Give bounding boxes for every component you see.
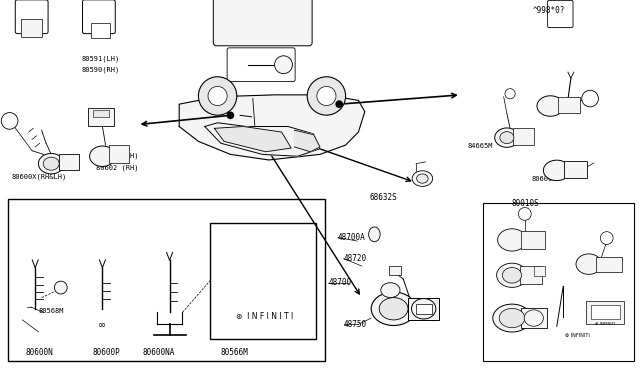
Ellipse shape (495, 128, 519, 147)
Circle shape (518, 208, 531, 220)
Bar (389, 266, 401, 275)
Bar (93, 110, 109, 117)
Bar (88, 108, 114, 126)
Ellipse shape (417, 174, 428, 183)
Bar (558, 97, 580, 113)
Ellipse shape (499, 308, 525, 328)
Text: ^998*0?: ^998*0? (532, 6, 565, 15)
Ellipse shape (498, 229, 526, 251)
Bar (586, 301, 624, 324)
FancyBboxPatch shape (227, 48, 295, 81)
Text: 68632S: 68632S (369, 193, 397, 202)
Text: 48750: 48750 (344, 320, 367, 329)
Ellipse shape (412, 171, 433, 186)
Text: 80602 (RH): 80602 (RH) (96, 165, 138, 171)
Ellipse shape (90, 146, 115, 167)
Text: 84460: 84460 (548, 108, 570, 114)
Text: 80603 (LH): 80603 (LH) (96, 152, 138, 159)
Ellipse shape (369, 227, 380, 242)
Circle shape (54, 281, 67, 294)
Circle shape (307, 77, 346, 115)
Bar (210, 223, 316, 339)
Bar (21, 19, 42, 37)
Bar (534, 266, 545, 276)
Ellipse shape (371, 292, 416, 326)
Ellipse shape (381, 283, 400, 298)
Bar (520, 266, 542, 284)
Text: 80600NA: 80600NA (142, 348, 175, 357)
Text: 80591(LH): 80591(LH) (82, 55, 120, 62)
Ellipse shape (543, 160, 570, 180)
FancyBboxPatch shape (213, 0, 312, 46)
Bar (109, 145, 129, 163)
Ellipse shape (500, 132, 514, 144)
Circle shape (198, 77, 237, 115)
Bar (596, 257, 622, 272)
FancyBboxPatch shape (548, 0, 573, 28)
Text: ⊛ INFINITI: ⊛ INFINITI (565, 333, 589, 338)
Circle shape (582, 90, 598, 107)
Ellipse shape (524, 310, 543, 326)
Text: 80600P: 80600P (93, 348, 120, 357)
Text: 80600N: 80600N (26, 348, 53, 357)
Bar (8, 199, 325, 361)
Circle shape (227, 112, 234, 119)
Ellipse shape (412, 299, 436, 319)
FancyBboxPatch shape (15, 0, 48, 33)
Bar (483, 203, 634, 361)
Text: 80010S: 80010S (512, 199, 540, 208)
Circle shape (600, 232, 613, 244)
Ellipse shape (576, 254, 602, 275)
Circle shape (208, 86, 227, 106)
Circle shape (275, 56, 292, 74)
Text: ∞: ∞ (99, 321, 106, 330)
Circle shape (1, 113, 18, 129)
Bar (416, 304, 432, 314)
Bar (564, 161, 587, 178)
Text: 48700: 48700 (328, 278, 351, 287)
Ellipse shape (497, 263, 527, 287)
Ellipse shape (380, 298, 408, 320)
Text: ⊛  I N F I N I T I: ⊛ I N F I N I T I (236, 312, 292, 321)
Circle shape (505, 89, 515, 99)
Text: 80566M: 80566M (221, 348, 248, 357)
Bar (91, 23, 110, 38)
Ellipse shape (537, 96, 564, 116)
Polygon shape (294, 130, 320, 152)
Polygon shape (214, 126, 291, 152)
FancyBboxPatch shape (83, 0, 115, 33)
Bar (521, 231, 545, 249)
Ellipse shape (44, 157, 60, 170)
Bar (59, 154, 79, 170)
Bar (513, 128, 534, 145)
Ellipse shape (502, 267, 522, 283)
Text: 80568M: 80568M (38, 308, 64, 314)
Text: 48720: 48720 (344, 254, 367, 263)
Circle shape (335, 100, 343, 108)
Text: ⊛ INFINITI: ⊛ INFINITI (595, 322, 615, 326)
Ellipse shape (38, 153, 64, 174)
Polygon shape (179, 95, 365, 160)
Text: 80600E: 80600E (531, 176, 557, 182)
Text: 84665M: 84665M (467, 143, 493, 149)
Bar (591, 305, 620, 319)
Bar (408, 298, 439, 320)
Text: 80600X(RH&LH): 80600X(RH&LH) (12, 173, 67, 180)
Bar (521, 308, 547, 328)
Polygon shape (205, 123, 320, 156)
Text: 48700A: 48700A (338, 233, 365, 242)
Ellipse shape (493, 304, 531, 332)
Text: 80590(RH): 80590(RH) (82, 67, 120, 73)
Circle shape (317, 86, 336, 106)
